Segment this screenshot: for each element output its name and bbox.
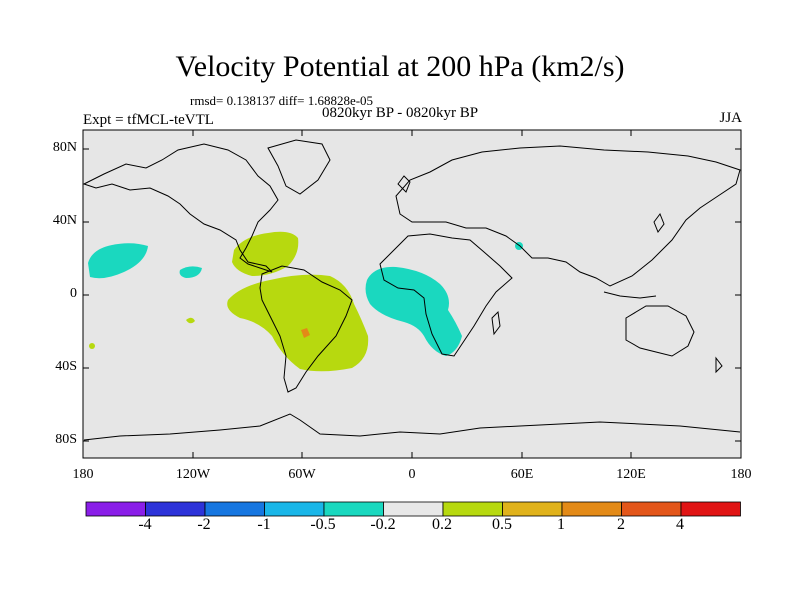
coast-greenland (267, 139, 331, 195)
y-label-40s: 40S (55, 359, 77, 374)
colorbar-label: 0.2 (432, 516, 452, 533)
colorbar-label: 2 (617, 516, 625, 533)
x-label-60w: 60W (288, 467, 316, 482)
colorbar-box (680, 501, 741, 517)
positive-region-small-2 (89, 343, 95, 349)
colorbar-label: -0.2 (370, 516, 396, 533)
negative-region-atlantic (365, 266, 462, 356)
x-label-0: 0 (408, 467, 416, 482)
colorbar-box (204, 501, 265, 517)
max-region (301, 328, 310, 338)
period-label: 0820kyr BP - 0820kyr BP (322, 105, 479, 121)
colorbar-label: -0.5 (310, 516, 336, 533)
coast-antarctica (83, 413, 741, 441)
colorbar-box (561, 501, 622, 517)
colorbar-box (502, 501, 563, 517)
x-ticks (82, 130, 742, 458)
colorbar-box (145, 501, 206, 517)
coast-indonesia (603, 291, 657, 299)
y-label-40n: 40N (52, 213, 77, 228)
colorbar-box (442, 501, 503, 517)
colorbar (85, 501, 741, 517)
coast-north-america (82, 143, 279, 273)
coast-africa (379, 233, 513, 357)
colorbar-label: 4 (676, 516, 684, 533)
anomaly-shading (88, 231, 523, 372)
y-label-80n: 80N (52, 140, 77, 155)
y-ticks (83, 148, 741, 442)
x-label-180w: 180 (72, 467, 94, 482)
positive-region-small-1 (186, 317, 195, 324)
coast-japan (653, 212, 665, 234)
colorbar-box (621, 501, 682, 517)
colorbar-label: -4 (138, 516, 152, 533)
y-label-80s: 80S (55, 432, 77, 447)
season-label: JJA (719, 110, 742, 126)
experiment-label: Expt = tfMCL-teVTL (83, 112, 214, 128)
colorbar-label: 0.5 (492, 516, 512, 533)
coast-madagascar (491, 310, 501, 336)
x-label-60e: 60E (510, 467, 534, 482)
map-title: Velocity Potential at 200 hPa (km2/s) (175, 50, 625, 83)
positive-region-south-america (227, 274, 369, 372)
coast-eurasia (395, 145, 741, 287)
colorbar-label: -1 (257, 516, 271, 533)
colorbar-box (85, 501, 146, 517)
x-label-120e: 120E (616, 467, 646, 482)
colorbar-label: -2 (197, 516, 211, 533)
coast-australia (625, 305, 695, 357)
colorbar-box (383, 501, 444, 517)
coast-uk (397, 175, 411, 193)
coast-new-zealand (715, 356, 723, 374)
coast-south-america (259, 265, 353, 393)
x-label-120w: 120W (175, 467, 211, 482)
negative-region-small (179, 266, 202, 278)
y-label-0: 0 (70, 286, 77, 301)
coastlines (82, 139, 741, 441)
stats-line: rmsd= 0.138137 diff= 1.68828e-05 (190, 93, 374, 108)
colorbar-box (323, 501, 384, 517)
colorbar-box (264, 501, 325, 517)
x-label-180e: 180 (730, 467, 752, 482)
negative-region-pacific (88, 243, 148, 279)
colorbar-label: 1 (557, 516, 565, 533)
